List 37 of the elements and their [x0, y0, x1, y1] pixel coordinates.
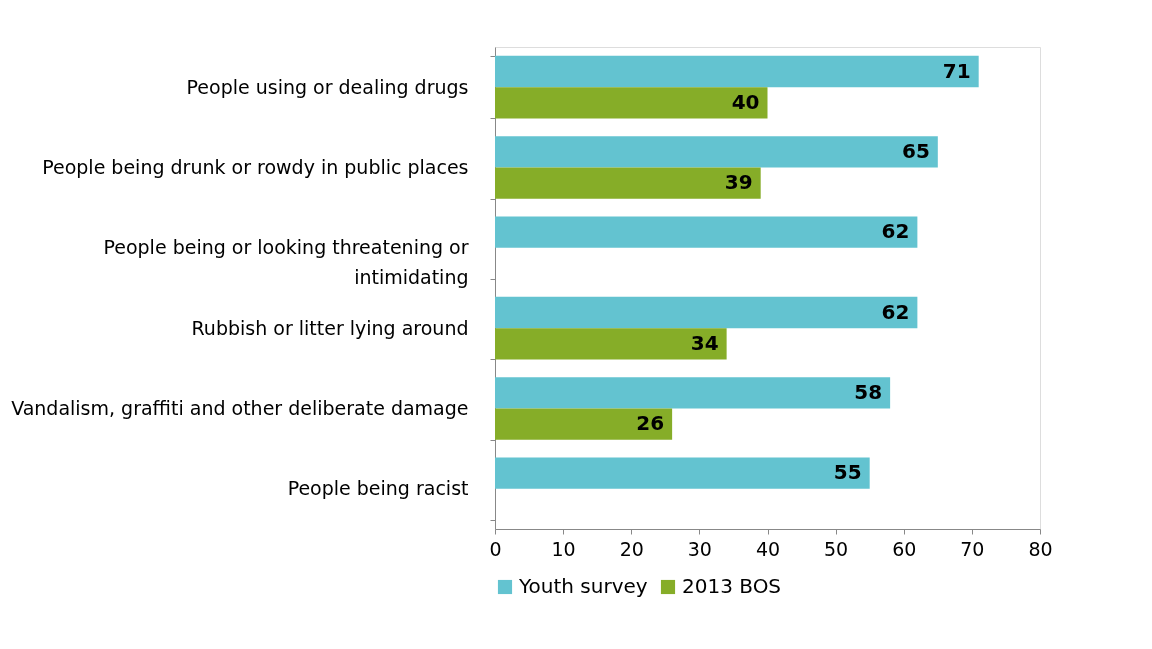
x-tick-label: 10	[551, 537, 576, 560]
x-tick-label: 80	[1028, 537, 1053, 560]
bar	[495, 216, 918, 248]
y-tick-label: People being drunk or rowdy in public places	[42, 156, 469, 178]
x-tick-label: 20	[619, 537, 644, 560]
x-tick-label: 30	[687, 537, 712, 560]
data-label: 62	[881, 219, 910, 244]
bar	[495, 167, 761, 199]
bar	[495, 457, 870, 489]
data-label: 71	[942, 58, 971, 83]
bar	[495, 87, 768, 119]
bar	[495, 408, 673, 440]
y-tick-label: People using or dealing drugs	[186, 75, 469, 98]
y-tick-label: People being or looking threatening or intimidating	[103, 236, 469, 289]
data-label: 62	[881, 299, 910, 324]
data-label: 26	[636, 411, 665, 436]
legend-label: 2013 BOS	[682, 574, 782, 598]
legend-label: Youth survey	[518, 574, 648, 598]
x-tick-label: 40	[755, 537, 781, 560]
bar	[495, 328, 727, 360]
y-tick-label: Rubbish or litter lying around	[191, 316, 469, 339]
data-label: 40	[731, 89, 760, 114]
data-label: 34	[690, 330, 719, 355]
data-label: 65	[901, 138, 930, 163]
bar	[495, 55, 979, 88]
bar	[495, 136, 938, 168]
x-tick-label: 50	[824, 537, 849, 560]
data-label: 55	[833, 460, 862, 485]
x-tick-label: 60	[892, 537, 917, 560]
data-label: 39	[724, 170, 753, 195]
bar	[495, 377, 891, 409]
y-tick-label: People being racist	[287, 477, 469, 500]
data-label: 58	[854, 379, 883, 404]
y-tick-label: Vandalism, graffiti and other deliberate damage	[11, 397, 469, 419]
x-tick-label: 70	[960, 537, 985, 560]
bar	[495, 296, 918, 329]
x-tick-label: 0	[489, 537, 502, 560]
